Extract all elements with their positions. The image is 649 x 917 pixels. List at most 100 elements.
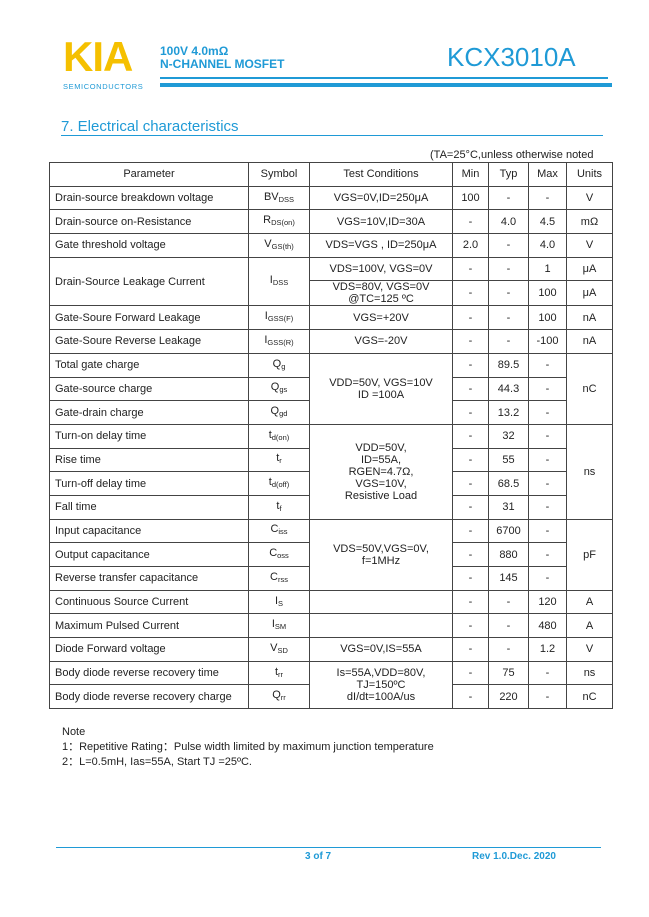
- max-cell: -: [528, 684, 567, 710]
- symbol-cell: trr: [248, 660, 310, 686]
- test-conditions-cell: VDS=100V, VGS=0V: [309, 256, 453, 282]
- table-row: Fall time tf -31-: [49, 494, 613, 520]
- symbol-base: R: [263, 214, 272, 227]
- table-row: Rise time tr -55-: [49, 447, 613, 473]
- typ-cell: 55: [488, 447, 529, 473]
- parameter-cell: Gate-source charge: [49, 376, 249, 402]
- symbol-base: I: [264, 310, 268, 323]
- max-cell: 120: [528, 589, 567, 615]
- symbol-subscript: rss: [277, 574, 288, 584]
- min-cell: -: [452, 542, 489, 567]
- header-divider-thick: [160, 83, 612, 87]
- table-row: Output capacitance Coss -880-: [49, 542, 613, 567]
- symbol-base: V: [270, 641, 278, 654]
- max-cell: -100: [528, 329, 567, 354]
- note-item: 2：L=0.5mH, Ias=55A, Start TJ =25ºC.: [62, 756, 252, 768]
- typ-cell: -: [488, 637, 529, 662]
- typ-cell: -: [488, 305, 529, 331]
- symbol-subscript: DS(on): [271, 218, 295, 228]
- parameter-cell: Fall time: [49, 494, 249, 520]
- typ-cell: 220: [488, 684, 529, 710]
- symbol-cell: IGSS(R): [248, 329, 310, 354]
- symbol-cell: td(off): [248, 471, 310, 496]
- unit-cell: pF: [566, 518, 613, 591]
- symbol-base: V: [264, 237, 272, 250]
- min-cell: -: [452, 280, 489, 307]
- max-cell: -: [528, 423, 567, 449]
- table-row: Gate-Soure Forward Leakage IGSS(F) VGS=+20…: [49, 305, 613, 331]
- section-title: 7. Electrical characteristics: [61, 118, 239, 135]
- spec-rating: 100V 4.0mΩ: [160, 44, 229, 58]
- min-cell: -: [452, 613, 489, 639]
- symbol-base: Q: [270, 405, 280, 418]
- max-cell: 4.5: [528, 209, 567, 235]
- header-divider-thin: [160, 77, 608, 79]
- min-cell: 100: [452, 185, 489, 211]
- part-number: KCX3010A: [447, 42, 576, 72]
- electrical-characteristics-table: Parameter Symbol Test Conditions Min Typ Max U…: [49, 162, 613, 710]
- unit-cell: ns: [566, 660, 613, 686]
- symbol-base: t: [268, 428, 272, 441]
- revision: Rev 1.0.Dec. 2020: [472, 851, 556, 862]
- typ-cell: -: [488, 280, 529, 307]
- typ-cell: -: [488, 589, 529, 615]
- typ-cell: -: [488, 233, 529, 258]
- test-conditions-cell: VGS=10V,ID=30A: [309, 209, 453, 235]
- symbol-base: t: [274, 665, 279, 678]
- min-cell: 2.0: [452, 233, 489, 258]
- symbol-subscript: DSS: [272, 278, 289, 288]
- symbol-base: BV: [263, 190, 279, 203]
- table-row: Gate-source charge Qgs -44.3-: [49, 376, 613, 402]
- max-cell: 1.2: [528, 637, 567, 662]
- parameter-cell: Body diode reverse recovery charge: [49, 684, 249, 710]
- typ-cell: -: [488, 185, 529, 211]
- max-cell: 4.0: [528, 233, 567, 258]
- min-cell: -: [452, 589, 489, 615]
- symbol-subscript: SM: [274, 622, 287, 632]
- max-cell: -: [528, 542, 567, 567]
- parameter-cell: Drain-source on-Resistance: [49, 209, 249, 235]
- column-header: Typ: [488, 162, 529, 187]
- footer-divider: [56, 847, 601, 848]
- unit-cell: ns: [566, 423, 613, 520]
- symbol-subscript: S: [278, 598, 284, 608]
- symbol-subscript: DSS: [278, 194, 295, 204]
- unit-cell: μA: [566, 280, 613, 307]
- symbol-base: Q: [272, 357, 282, 370]
- test-conditions-cell: VGS=-20V: [309, 329, 453, 354]
- parameter-cell: Gate threshold voltage: [49, 233, 249, 258]
- symbol-subscript: gs: [279, 385, 288, 395]
- symbol-subscript: GSS(R): [267, 337, 294, 347]
- unit-cell: V: [566, 637, 613, 662]
- max-cell: -: [528, 660, 567, 686]
- symbol-subscript: rr: [278, 669, 284, 679]
- column-header: Min: [452, 162, 489, 187]
- symbol-base: Q: [272, 689, 281, 702]
- notes-title: Note: [62, 726, 86, 738]
- symbol-cell: Coss: [248, 542, 310, 567]
- min-cell: -: [452, 684, 489, 710]
- section-underline: [61, 135, 603, 136]
- symbol-cell: tr: [248, 447, 310, 473]
- column-header: Units: [566, 162, 613, 187]
- parameter-cell: Turn-on delay time: [49, 423, 249, 449]
- min-cell: -: [452, 256, 489, 282]
- parameter-cell: Total gate charge: [49, 352, 249, 378]
- max-cell: -: [528, 400, 567, 425]
- min-cell: -: [452, 305, 489, 331]
- table-row: Drain-source breakdown voltage BVDSS VGS=0…: [49, 185, 613, 211]
- max-cell: 480: [528, 613, 567, 639]
- test-conditions-cell: VDS=80V, VGS=0V @TC=125 ºC: [309, 280, 453, 307]
- table-row: Input capacitance Ciss VDS=50V,VGS=0V, f=1…: [49, 518, 613, 591]
- symbol-base: I: [264, 333, 268, 346]
- parameter-cell: Drain-Source Leakage Current: [49, 256, 249, 307]
- table-row: Turn-on delay time td(on) VDD=50V, ID=55A,…: [49, 423, 613, 520]
- unit-cell: mΩ: [566, 209, 613, 235]
- typ-cell: -: [488, 256, 529, 282]
- test-conditions-cell: VDS=50V,VGS=0V, f=1MHz: [309, 518, 453, 591]
- unit-cell: V: [566, 185, 613, 211]
- min-cell: -: [452, 209, 489, 235]
- min-cell: -: [452, 400, 489, 425]
- symbol-subscript: GSS(F): [267, 314, 294, 324]
